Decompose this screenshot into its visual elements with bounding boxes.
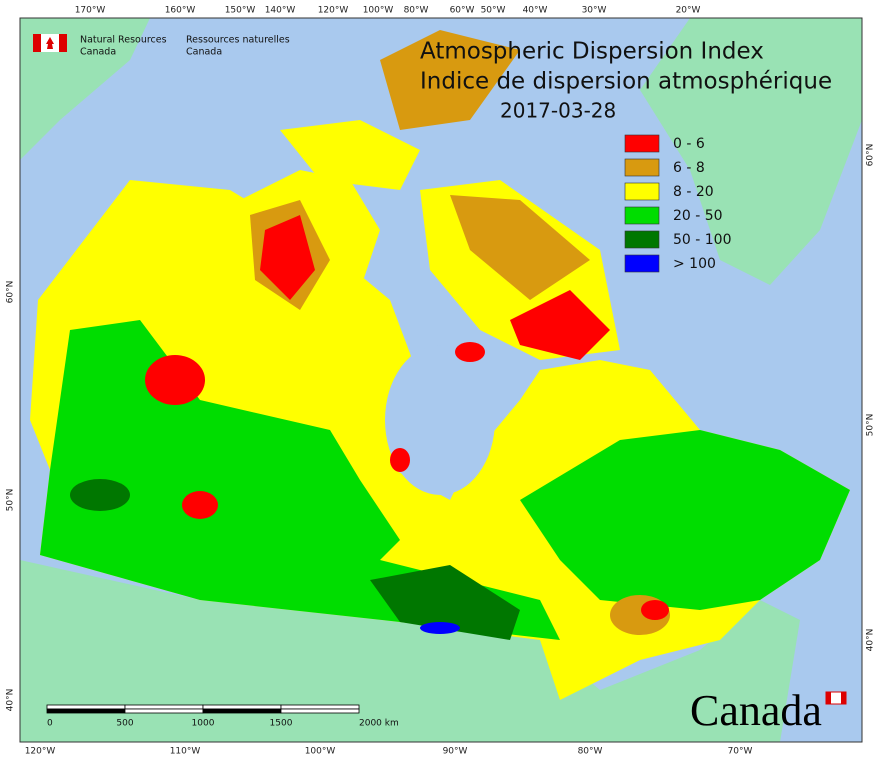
zone-blue — [420, 622, 460, 634]
scale-label: 1500 — [270, 719, 293, 729]
zone-red-1 — [145, 355, 205, 405]
greenland — [640, 18, 862, 285]
map-frame — [19, 17, 863, 743]
scale-segment — [124, 708, 204, 714]
baffin-orange — [450, 195, 590, 300]
scale-segment — [280, 708, 360, 714]
legend-swatch — [624, 182, 660, 201]
graticule: 170°W 160°W 150°W 140°W 120°W 100°W 80°W 60°W 50… — [6, 6, 876, 757]
scale-segment — [124, 704, 204, 710]
wordmark: Canada — [690, 686, 822, 735]
legend-swatch — [624, 206, 660, 225]
graticule-label-top: 80°W — [404, 6, 429, 16]
flag-leaf — [46, 37, 54, 49]
zone-red-east — [641, 600, 669, 620]
graticule-label-top: 20°W — [676, 6, 701, 16]
scale-label: 500 — [116, 719, 133, 729]
graticule-label-top: 60°W — [450, 6, 475, 16]
agency-fr: Canada — [186, 47, 222, 58]
graticule-label-top: 160°W — [165, 6, 196, 16]
scale-segment — [46, 708, 126, 714]
alaska — [20, 18, 150, 160]
graticule-label-bottom: 110°W — [170, 747, 201, 757]
flag-bar — [59, 34, 67, 52]
graticule-label-right: 60°N — [866, 144, 876, 167]
ellesmere — [380, 30, 520, 130]
graticule-label-left: 50°N — [6, 489, 16, 512]
graticule-label-top: 150°W — [225, 6, 256, 16]
date: 2017-03-28 — [500, 99, 616, 123]
legend-label: 0 - 6 — [673, 136, 705, 152]
graticule-label-top: 140°W — [265, 6, 296, 16]
graticule-label-top: 50°W — [481, 6, 506, 16]
legend-swatch — [624, 158, 660, 177]
graticule-label-top: 30°W — [582, 6, 607, 16]
wordmark-flag-bar — [841, 692, 846, 704]
scale-segment — [46, 704, 126, 710]
legend-swatch — [624, 134, 660, 153]
legend-swatch — [624, 254, 660, 273]
scale-bar: 0 500 1000 1500 2000 km — [46, 704, 399, 729]
graticule-label-right: 50°N — [866, 414, 876, 437]
zone-dark-green-bc — [70, 479, 130, 511]
graticule-label-bottom: 90°W — [443, 747, 468, 757]
zone-red-2 — [182, 491, 218, 519]
graticule-label-right: 40°N — [866, 629, 876, 652]
scale-segment — [280, 704, 360, 710]
legend: 0 - 6 6 - 8 8 - 20 20 - 50 50 - 100 > 100 — [624, 134, 732, 273]
usa — [20, 560, 800, 742]
zone-dark-green — [370, 565, 520, 640]
graticule-label-top: 120°W — [318, 6, 349, 16]
legend-label: 6 - 8 — [673, 160, 705, 176]
scale-label: 2000 km — [359, 719, 399, 729]
queen-elizabeth-islands — [280, 120, 420, 190]
agency-fr: Ressources naturelles — [186, 35, 290, 46]
arctic-red — [260, 215, 315, 300]
scale-segment — [202, 704, 282, 710]
scale-label: 1000 — [192, 719, 215, 729]
subtitle: Indice de dispersion atmosphérique — [420, 69, 832, 95]
scale-segment — [202, 708, 282, 714]
zone-green-east — [520, 430, 850, 610]
agency-en: Natural Resources — [80, 35, 167, 46]
graticule-label-left: 40°N — [6, 689, 16, 712]
legend-label: 8 - 20 — [673, 184, 714, 200]
hudson-bay — [385, 345, 495, 495]
legend-label: 50 - 100 — [673, 232, 732, 248]
graticule-label-top: 170°W — [75, 6, 106, 16]
zone-red-3 — [390, 448, 410, 472]
baffin-red — [510, 290, 610, 360]
zone-red-4 — [455, 342, 485, 362]
scale-label: 0 — [47, 719, 53, 729]
graticule-label-bottom: 80°W — [578, 747, 603, 757]
wordmark-flag-bar — [826, 692, 831, 704]
graticule-label-top: 40°W — [523, 6, 548, 16]
nrcan-logo: Natural Resources Canada Ressources natu… — [33, 34, 290, 58]
flag-bar — [33, 34, 41, 52]
graticule-label-bottom: 70°W — [728, 747, 753, 757]
title: Atmospheric Dispersion Index — [420, 39, 764, 65]
agency-en: Canada — [80, 47, 116, 58]
graticule-label-bottom: 100°W — [305, 747, 336, 757]
legend-label: 20 - 50 — [673, 208, 723, 224]
legend-swatch — [624, 230, 660, 249]
map-border — [19, 17, 863, 743]
legend-label: > 100 — [673, 256, 716, 272]
graticule-label-bottom: 120°W — [25, 747, 56, 757]
graticule-label-top: 100°W — [363, 6, 394, 16]
graticule-label-left: 60°N — [6, 281, 16, 304]
canada-wordmark: Canada — [690, 686, 847, 735]
